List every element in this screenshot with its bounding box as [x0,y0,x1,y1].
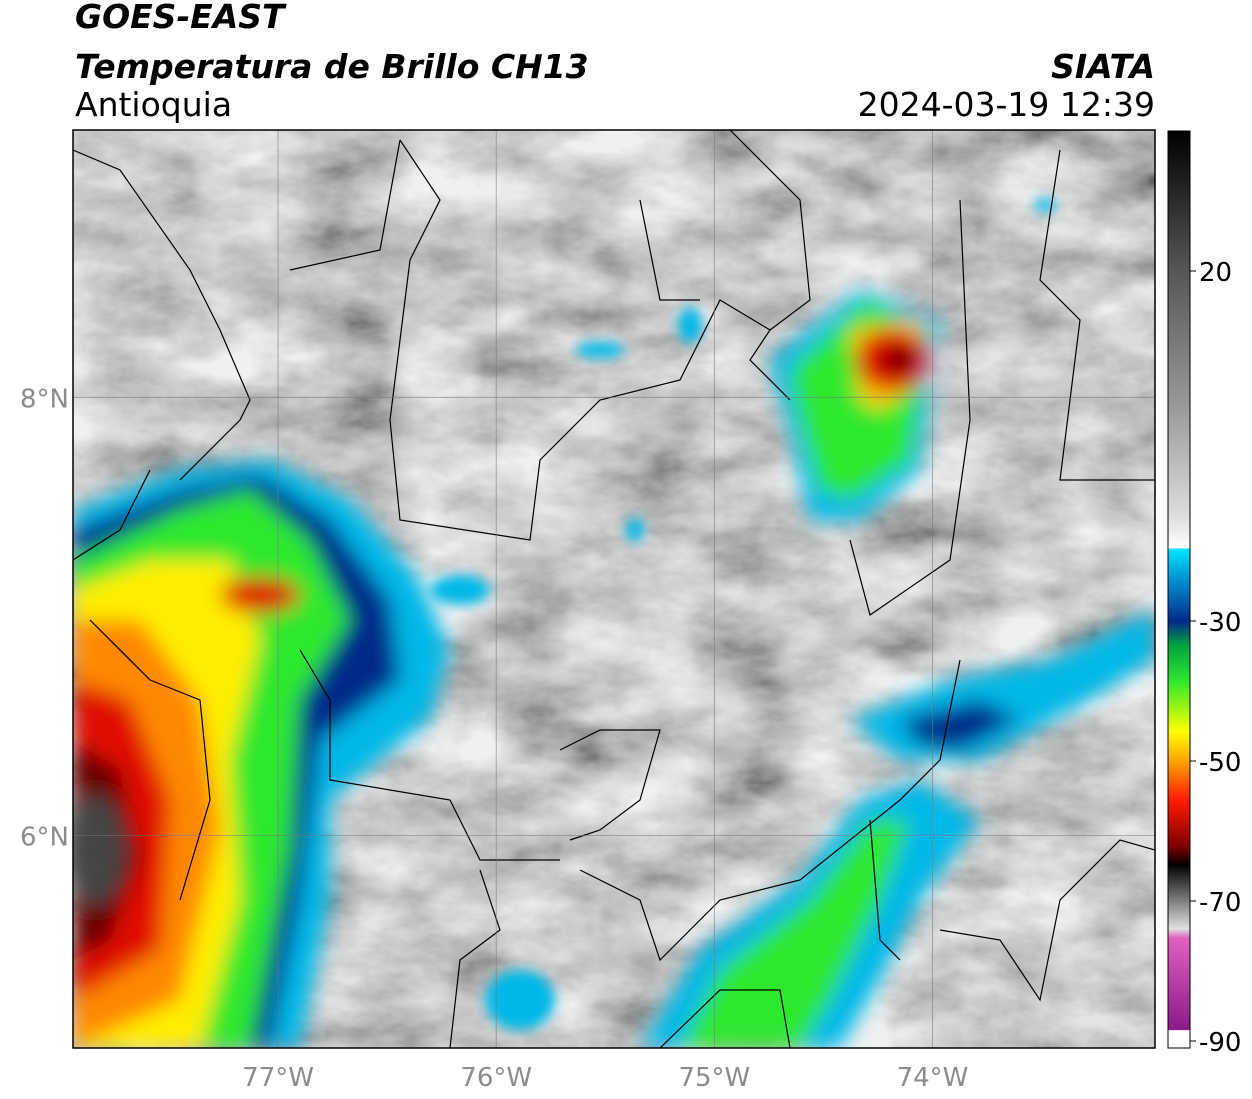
x-tick-label: 76°W [460,1063,532,1093]
colorbar-tick-label: -70 [1199,888,1241,918]
colorbar-tick-label: -30 [1199,608,1241,638]
datetime: 2024-03-19 12:39 [858,85,1155,124]
x-tick-label: 74°W [897,1063,969,1093]
subtitle: Temperatura de Brillo CH13 [75,47,589,86]
colorbar-tick-label: -90 [1199,1028,1241,1058]
title: GOES-EAST [75,0,287,36]
source: SIATA [1051,47,1155,86]
y-tick-label: 6°N [20,822,69,852]
graticule [73,130,1155,1048]
region: Antioquia [75,85,232,124]
x-tick-label: 75°W [678,1063,750,1093]
satellite-image [73,130,1155,1048]
colorbar [1167,130,1191,1049]
colorbar-tick-label: -50 [1199,748,1241,778]
map-frame [72,129,1156,1049]
colorbar-tick-label: 20 [1199,258,1232,288]
x-tick-label: 77°W [242,1063,314,1093]
y-tick-label: 8°N [20,384,69,414]
